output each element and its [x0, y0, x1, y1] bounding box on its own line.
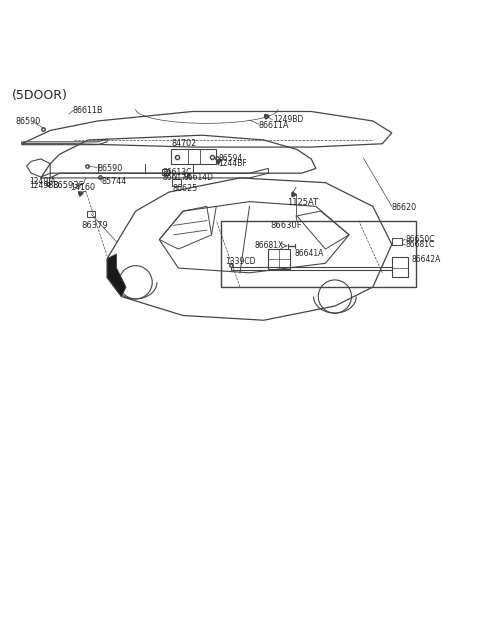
Text: 86681C: 86681C	[405, 240, 434, 249]
Text: 86593F: 86593F	[53, 180, 84, 190]
Text: 86613C: 86613C	[162, 168, 192, 177]
Text: 1339CD: 1339CD	[225, 257, 255, 266]
Bar	[392, 238, 402, 245]
Text: 86379: 86379	[81, 221, 108, 230]
Text: 86630F: 86630F	[271, 221, 302, 230]
Text: 1249BD: 1249BD	[29, 182, 59, 191]
Text: 86650C: 86650C	[405, 235, 434, 244]
Text: 86642A: 86642A	[412, 255, 441, 264]
Text: 86611B: 86611B	[73, 106, 104, 115]
Text: 86611A: 86611A	[259, 121, 289, 130]
Text: 86620: 86620	[392, 203, 417, 212]
Text: 1249JA: 1249JA	[29, 177, 56, 186]
Text: 86590: 86590	[15, 117, 40, 126]
Text: 1125AT: 1125AT	[288, 198, 319, 208]
Bar	[171, 150, 216, 163]
Text: (5DOOR): (5DOOR)	[12, 89, 68, 102]
Text: 86594: 86594	[219, 155, 243, 163]
Text: 86641A: 86641A	[295, 249, 324, 258]
Text: 86614D: 86614D	[183, 174, 213, 182]
Bar	[221, 221, 416, 287]
Text: 1244BF: 1244BF	[219, 159, 247, 168]
Bar	[392, 257, 408, 276]
Text: 86617A: 86617A	[162, 174, 192, 182]
Bar	[87, 211, 95, 217]
Text: 84702: 84702	[171, 139, 196, 148]
Bar	[268, 249, 290, 269]
Text: 1249BD: 1249BD	[273, 115, 303, 124]
Text: 86625: 86625	[172, 184, 197, 193]
Text: 86590: 86590	[97, 164, 123, 173]
Text: 86681X: 86681X	[254, 241, 284, 251]
Polygon shape	[107, 254, 126, 297]
Text: 85744: 85744	[101, 177, 127, 186]
Text: 14160: 14160	[70, 183, 95, 192]
Bar	[172, 179, 180, 186]
Bar	[162, 169, 169, 175]
